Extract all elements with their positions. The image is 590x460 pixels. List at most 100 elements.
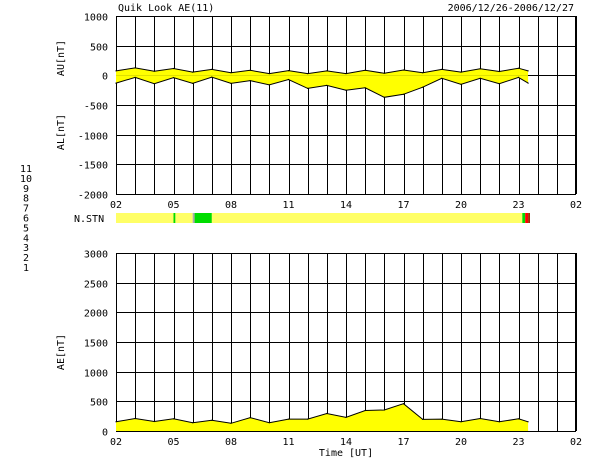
- legend-entry: 1: [23, 263, 29, 274]
- x-tick-label: 02: [570, 200, 582, 211]
- data-point: [115, 82, 117, 84]
- data-point: [134, 67, 136, 69]
- data-point: [441, 68, 443, 70]
- x-tick-label: 23: [512, 437, 524, 448]
- data-point: [498, 70, 500, 73]
- station-segment: [194, 213, 212, 223]
- x-tick-label: 14: [340, 437, 352, 448]
- data-point: [402, 403, 405, 405]
- legend-entry: 6: [23, 214, 29, 225]
- data-point: [134, 417, 136, 420]
- x-tick-label: 05: [167, 437, 179, 448]
- data-point: [364, 409, 366, 412]
- station-count-panel: N.STN: [74, 213, 530, 225]
- station-segment: [525, 213, 529, 223]
- data-point: [211, 76, 213, 78]
- data-point: [192, 82, 194, 84]
- data-point: [268, 84, 270, 86]
- data-point: [527, 82, 529, 84]
- legend-entry: 4: [23, 233, 29, 244]
- x-tick-label: 17: [397, 200, 409, 211]
- data-point: [249, 69, 251, 71]
- y-axis-label-al: AL[nT]: [56, 114, 67, 150]
- data-point: [153, 83, 155, 85]
- data-point: [326, 70, 328, 72]
- data-point: [460, 71, 462, 73]
- y-tick-label: -1000: [78, 132, 108, 143]
- data-point: [172, 67, 175, 70]
- data-point: [172, 418, 175, 420]
- data-point: [364, 69, 366, 71]
- data-point: [441, 77, 443, 79]
- data-point: [307, 73, 309, 75]
- data-point: [249, 417, 251, 419]
- data-point: [172, 77, 175, 79]
- y-axis-label-au: AU[nT]: [56, 40, 67, 76]
- data-point: [517, 418, 520, 420]
- station-segment: [528, 213, 530, 223]
- data-point: [153, 420, 155, 423]
- y-tick-label: 1500: [84, 339, 108, 350]
- data-point: [441, 418, 443, 420]
- data-point: [345, 89, 347, 91]
- y-tick-label: 0: [102, 428, 108, 439]
- data-point: [527, 70, 529, 72]
- data-point: [517, 67, 520, 69]
- data-point: [192, 71, 194, 73]
- date-range: 2006/12/26-2006/12/27: [448, 3, 574, 14]
- x-tick-label: 20: [455, 200, 467, 211]
- x-tick-label: 08: [225, 437, 237, 448]
- y-tick-label: -1500: [78, 161, 108, 172]
- data-point: [517, 76, 520, 78]
- legend-entry: 11: [20, 164, 32, 175]
- grid: [116, 253, 577, 432]
- data-point: [364, 87, 366, 89]
- x-tick-label: 23: [512, 200, 524, 211]
- y-axis-label-ae: AE[nT]: [56, 334, 67, 370]
- data-point: [460, 83, 462, 85]
- y-tick-label: 3000: [84, 250, 108, 261]
- data-point: [230, 422, 232, 424]
- legend-entry: 7: [23, 204, 29, 215]
- data-point: [479, 77, 481, 79]
- data-point: [211, 68, 213, 70]
- data-point: [115, 421, 117, 423]
- series-area: [116, 403, 529, 431]
- data-point: [383, 96, 385, 98]
- panel-frame: [116, 253, 576, 432]
- chart-title: Quik Look AE(11): [118, 3, 214, 14]
- legend-entry: 3: [23, 243, 29, 254]
- legend-entry: 9: [23, 184, 29, 195]
- data-point: [268, 73, 270, 75]
- n-stn-label: N.STN: [74, 214, 104, 225]
- legend-entry: 5: [23, 223, 29, 234]
- data-point: [268, 422, 270, 424]
- panel-frame: [116, 16, 576, 195]
- station-segment: [192, 213, 195, 223]
- data-point: [422, 72, 424, 74]
- data-point: [479, 417, 481, 420]
- data-point: [498, 83, 500, 85]
- data-point: [527, 421, 529, 423]
- grid: [116, 16, 577, 195]
- data-point: [153, 70, 155, 72]
- data-point: [345, 73, 347, 75]
- data-point: [383, 409, 385, 411]
- data-point: [134, 76, 136, 78]
- x-tick-label: 02: [110, 200, 122, 211]
- data-point: [249, 80, 251, 82]
- x-tick-label: 05: [167, 200, 179, 211]
- y-tick-label: 1000: [84, 13, 108, 24]
- legend-entry: 8: [23, 194, 29, 205]
- station-segment: [173, 213, 176, 223]
- data-point: [402, 69, 405, 71]
- x-axis-label: Time [UT]: [319, 448, 373, 459]
- x-tick-label: 02: [110, 437, 122, 448]
- y-tick-label: -2000: [78, 191, 108, 202]
- x-tick-label: 02: [570, 437, 582, 448]
- station-segment: [211, 213, 523, 223]
- data-point: [345, 416, 347, 418]
